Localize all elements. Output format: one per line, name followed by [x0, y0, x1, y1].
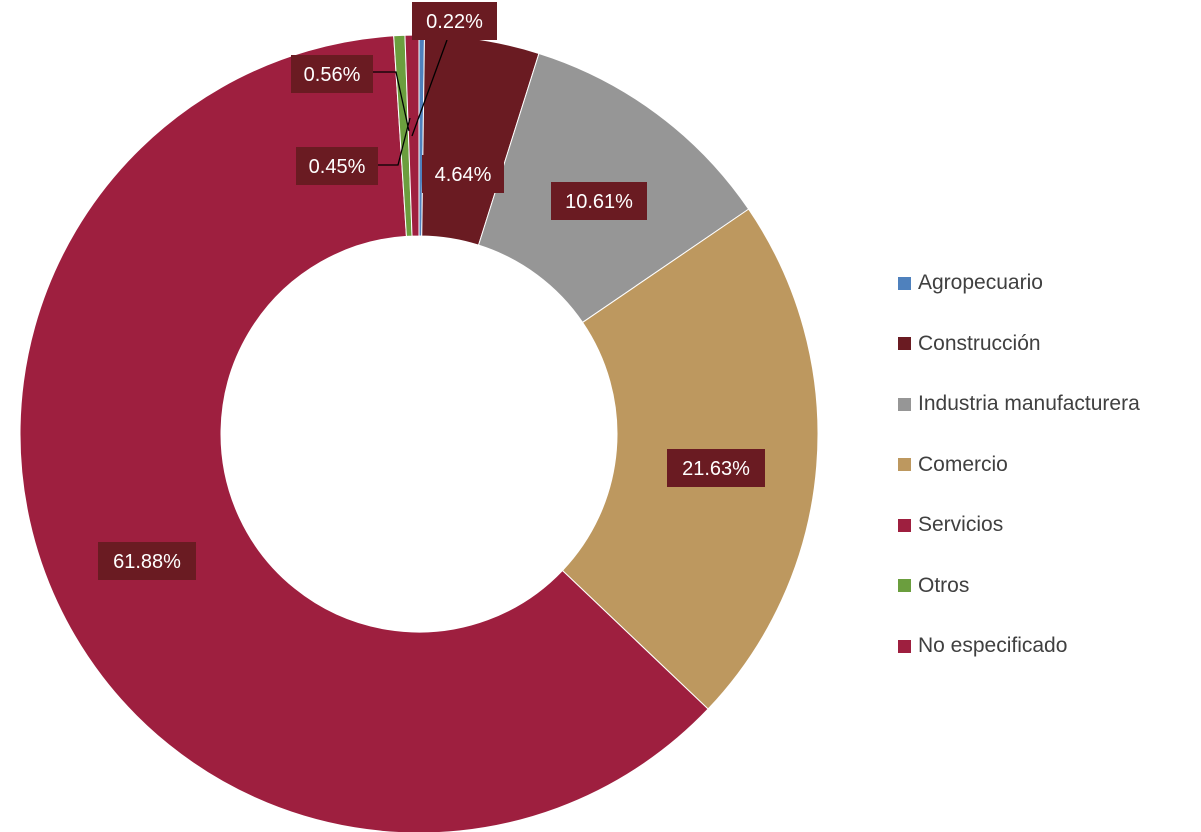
legend-item-otros: Otros [898, 571, 1198, 601]
legend-item-comercio: Comercio [898, 450, 1198, 480]
legend-item-construccion: Construcción [898, 329, 1198, 359]
data-label-text: 10.61% [565, 191, 633, 213]
legend-item-agropecuario: Agropecuario [898, 268, 1198, 298]
data-label-box [291, 55, 373, 93]
legend-label: No especificado [918, 634, 1068, 657]
data-labels-layer: 0.22% 4.64% 10.61% 21.63% 61.88% 0.45% 0.56% [98, 2, 765, 580]
legend-swatch [898, 276, 911, 290]
legend-label: Industria manufacturera [918, 392, 1140, 415]
legend-label: Comercio [918, 452, 1008, 476]
data-label-box [412, 2, 497, 40]
data-label-construccion: 4.64% [422, 155, 504, 193]
data-label-no-especificado: 0.56% [291, 55, 373, 93]
legend-swatch [898, 397, 911, 411]
data-label-otros: 0.45% [296, 147, 378, 185]
legend: Agropecuario Construcción Industria manu… [898, 268, 1198, 692]
legend-swatch [898, 337, 911, 350]
data-label-industria-manufacturera: 10.61% [551, 182, 647, 220]
data-label-agropecuario: 0.22% [412, 2, 497, 40]
data-label-text: 0.45% [309, 156, 366, 178]
data-label-servicios: 61.88% [98, 542, 196, 580]
legend-label: Servicios [918, 513, 1004, 536]
legend-swatch [898, 458, 911, 471]
data-label-box [98, 542, 196, 580]
data-label-text: 61.88% [113, 551, 181, 573]
data-label-text: 21.63% [682, 458, 750, 480]
leader-line-otros [378, 117, 411, 166]
slices-layer [19, 34, 819, 832]
leader-line-agropecuario [411, 39, 448, 137]
legend-swatch [898, 639, 911, 653]
legend-item-servicios: Servicios [898, 510, 1198, 540]
legend-swatch [898, 579, 911, 592]
data-label-box [667, 449, 765, 487]
legend-swatch [898, 518, 911, 532]
data-label-box [551, 182, 647, 220]
legend-item-industria-manufacturera: Industria manufacturera [898, 389, 1198, 419]
slice-servicios [19, 35, 709, 832]
leader-line-no-especificado [373, 71, 410, 132]
data-label-text: 0.56% [304, 64, 361, 86]
data-label-comercio: 21.63% [667, 449, 765, 487]
data-label-text: 0.22% [426, 11, 483, 33]
legend-label: Otros [918, 573, 970, 597]
data-label-text: 4.64% [435, 164, 492, 186]
legend-label: Agropecuario [918, 271, 1043, 294]
data-label-box [422, 155, 504, 193]
legend-label: Construcción [918, 331, 1041, 355]
data-label-box [296, 147, 378, 185]
legend-item-no-especificado: No especificado [898, 631, 1198, 661]
leader-lines-layer [373, 39, 448, 166]
